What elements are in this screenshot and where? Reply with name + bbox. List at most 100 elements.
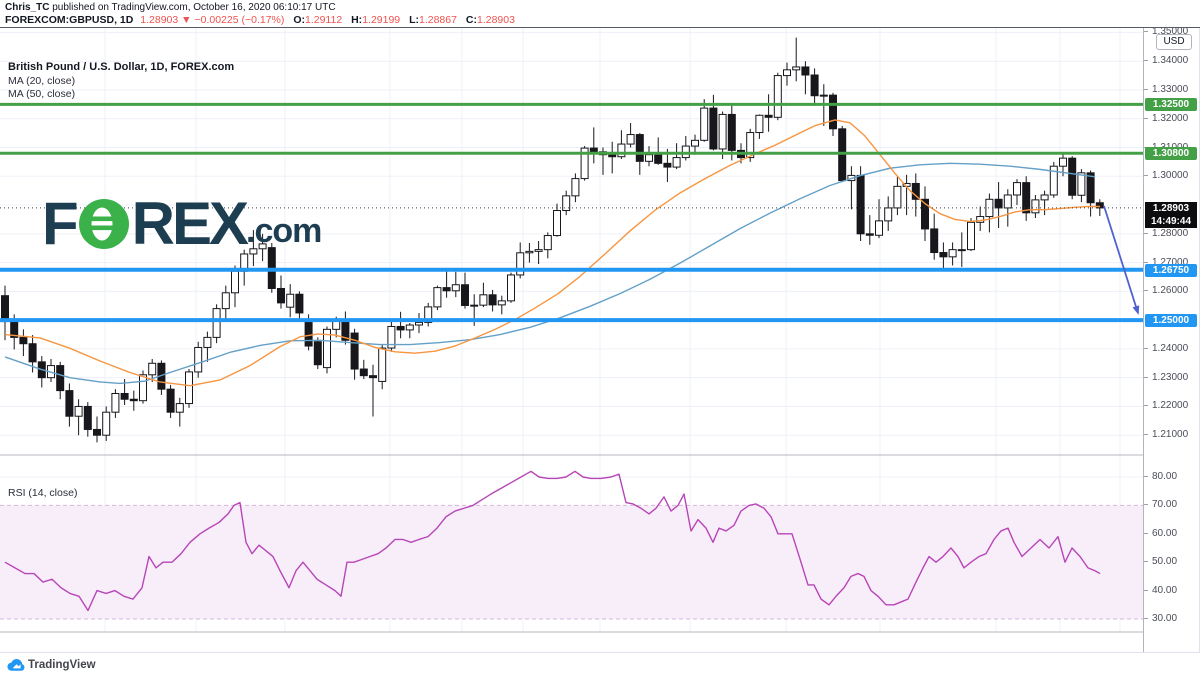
publish-byline: Chris_TC published on TradingView.com, O… bbox=[5, 2, 336, 13]
candle-down bbox=[93, 428, 101, 436]
price-level-badge[interactable]: 1.25000 bbox=[1145, 314, 1197, 328]
candle-down bbox=[608, 154, 617, 158]
candle-up bbox=[645, 154, 653, 162]
candle-up bbox=[516, 252, 525, 276]
price-change: −0.00225 (−0.17%) bbox=[194, 14, 285, 26]
candle-down bbox=[654, 154, 663, 164]
candle-up bbox=[976, 216, 985, 223]
candle-up bbox=[755, 114, 764, 134]
candle-up bbox=[249, 248, 258, 255]
tradingview-logo-text[interactable]: TradingView bbox=[28, 659, 96, 671]
close-label: C: bbox=[465, 14, 477, 26]
byline-text: published on TradingView.com, October 16… bbox=[49, 2, 336, 13]
candle-up bbox=[672, 157, 681, 168]
price-tick-label: 1.33000 bbox=[1144, 84, 1199, 96]
candle-down bbox=[129, 398, 138, 402]
ma50-line[interactable] bbox=[4, 162, 1096, 385]
candle-down bbox=[810, 74, 819, 97]
candle-up bbox=[451, 284, 460, 292]
candle-up bbox=[875, 220, 883, 236]
ma20-legend[interactable]: MA (20, close) bbox=[8, 75, 76, 87]
candle-up bbox=[893, 185, 902, 209]
candle-up bbox=[194, 346, 203, 373]
rsi-tick-label: 70.00 bbox=[1144, 499, 1199, 511]
tradingview-logo-icon[interactable] bbox=[7, 657, 26, 674]
price-tick-label: 1.31000 bbox=[1144, 142, 1199, 154]
time-axis-divider bbox=[0, 652, 1200, 653]
candle-down bbox=[939, 252, 948, 258]
rsi-tick-label: 30.00 bbox=[1144, 613, 1199, 625]
candle-up bbox=[1013, 182, 1021, 196]
currency-toggle-button[interactable]: USD bbox=[1156, 34, 1192, 50]
candle-down bbox=[663, 162, 672, 168]
candle-down bbox=[921, 198, 929, 230]
candle-up bbox=[617, 143, 626, 158]
main-pane-legend[interactable]: British Pound / U.S. Dollar, 1D, FOREX.c… bbox=[8, 61, 234, 101]
candle-down bbox=[930, 228, 939, 254]
candle-up bbox=[415, 321, 423, 326]
rsi-band bbox=[0, 505, 1143, 619]
trend-arrow[interactable] bbox=[1103, 205, 1140, 315]
price-level-badge[interactable]: 1.32500 bbox=[1145, 98, 1197, 112]
forex-o-icon bbox=[78, 199, 129, 249]
candle-up bbox=[323, 328, 331, 369]
price-tick-label: 1.23000 bbox=[1144, 372, 1199, 384]
rsi-tick-label: 50.00 bbox=[1144, 556, 1199, 568]
candle-up bbox=[957, 249, 966, 252]
chart-canvas[interactable] bbox=[0, 28, 1143, 652]
candle-down bbox=[488, 294, 497, 306]
candle-down bbox=[801, 66, 810, 76]
ma20-line[interactable] bbox=[4, 119, 1100, 387]
candle-down bbox=[396, 325, 405, 331]
candle-up bbox=[497, 300, 506, 306]
candle-up bbox=[580, 147, 589, 180]
candle-up bbox=[525, 250, 534, 254]
price-level-badge[interactable]: 1.30800 bbox=[1145, 147, 1197, 161]
candle-down bbox=[1, 295, 9, 323]
low-value: 1.28867 bbox=[419, 14, 457, 26]
candle-up bbox=[148, 362, 157, 376]
candle-up bbox=[571, 178, 580, 197]
candle-down bbox=[911, 182, 920, 200]
symbol-title[interactable]: FOREXCOM:GBPUSD, 1D bbox=[5, 14, 134, 26]
candle-up bbox=[967, 221, 975, 251]
last-price: 1.28903 bbox=[140, 14, 179, 26]
price-axis[interactable]: USD 1.350001.340001.330001.320001.310001… bbox=[1143, 26, 1200, 652]
watermark-dot-com: .com bbox=[246, 211, 322, 250]
ma50-legend[interactable]: MA (50, close) bbox=[8, 88, 76, 100]
rsi-line[interactable] bbox=[4, 470, 1101, 612]
candle-up bbox=[470, 304, 479, 307]
candle-up bbox=[258, 243, 267, 250]
candle-up bbox=[479, 294, 488, 306]
watermark-letter-f: F bbox=[42, 190, 79, 257]
low-label: L: bbox=[409, 14, 419, 26]
candle-up bbox=[700, 107, 709, 141]
price-tick-label: 1.28000 bbox=[1144, 228, 1199, 240]
candle-down bbox=[65, 390, 74, 417]
rsi-legend[interactable]: RSI (14, close) bbox=[8, 487, 78, 499]
chart-area[interactable]: F REX .com British Pound / U.S. Dollar, … bbox=[0, 28, 1143, 652]
candle-up bbox=[1059, 157, 1067, 167]
candle-up bbox=[691, 139, 699, 147]
candle-down bbox=[764, 114, 773, 118]
candle-up bbox=[746, 132, 755, 159]
price-level-badge[interactable]: 1.26750 bbox=[1145, 263, 1197, 277]
forex-watermark: F REX .com bbox=[42, 190, 322, 257]
candle-down bbox=[1068, 157, 1077, 196]
price-tick-label: 1.24000 bbox=[1144, 343, 1199, 355]
price-tick-label: 1.35000 bbox=[1144, 26, 1199, 38]
candle-up bbox=[783, 69, 791, 77]
candle-up bbox=[553, 210, 561, 237]
candle-down bbox=[461, 284, 469, 306]
candle-up bbox=[111, 392, 120, 413]
candle-down bbox=[369, 375, 377, 379]
rsi-tick-label: 80.00 bbox=[1144, 471, 1199, 483]
instrument-title[interactable]: British Pound / U.S. Dollar, 1D, FOREX.c… bbox=[8, 61, 235, 73]
candle-down bbox=[277, 287, 285, 304]
candle-up bbox=[718, 113, 727, 150]
candle-up bbox=[424, 306, 433, 323]
candle-down bbox=[350, 332, 359, 370]
candle-down bbox=[589, 147, 598, 153]
candle-up bbox=[507, 274, 515, 302]
candle-up bbox=[1031, 199, 1040, 214]
